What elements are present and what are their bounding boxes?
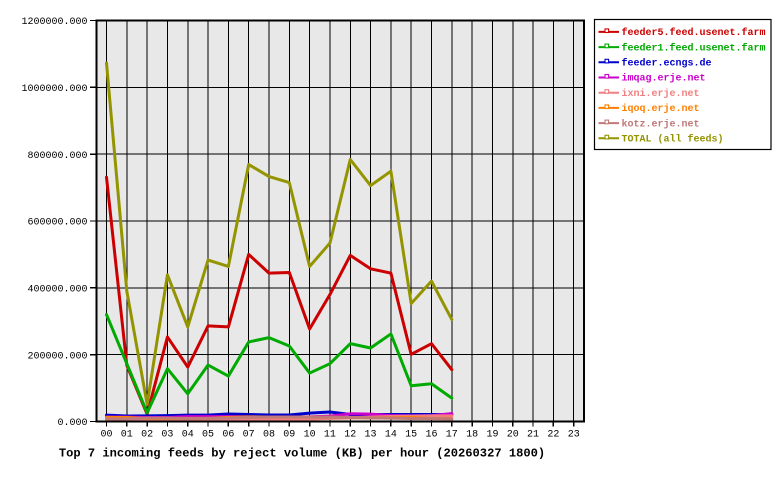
svg-text:01: 01 [121,429,133,440]
svg-text:16: 16 [426,429,438,440]
svg-text:iqoq.erje.net: iqoq.erje.net [622,103,700,115]
svg-text:04: 04 [182,429,194,440]
svg-text:17: 17 [446,429,458,440]
svg-text:07: 07 [243,429,255,440]
svg-text:00: 00 [100,429,112,440]
svg-text:0.000: 0.000 [57,418,87,429]
svg-text:22: 22 [547,429,559,440]
svg-text:08: 08 [263,429,275,440]
svg-text:Top 7 incoming feeds by reject: Top 7 incoming feeds by reject volume (K… [59,446,545,460]
svg-text:feeder1.feed.usenet.farm: feeder1.feed.usenet.farm [622,42,766,54]
svg-text:11: 11 [324,429,336,440]
svg-text:TOTAL (all feeds): TOTAL (all feeds) [622,134,724,146]
svg-text:1200000.000: 1200000.000 [21,17,87,28]
svg-text:feeder5.feed.usenet.farm: feeder5.feed.usenet.farm [622,27,766,39]
svg-text:1000000.000: 1000000.000 [21,84,87,95]
svg-text:03: 03 [161,429,173,440]
svg-text:800000.000: 800000.000 [27,151,87,162]
svg-text:12: 12 [344,429,356,440]
svg-text:14: 14 [385,429,397,440]
svg-text:kotz.erje.net: kotz.erje.net [622,118,700,130]
svg-text:20: 20 [507,429,519,440]
svg-text:23: 23 [568,429,580,440]
svg-text:02: 02 [141,429,153,440]
svg-text:18: 18 [466,429,478,440]
svg-text:feeder.ecngs.de: feeder.ecngs.de [622,58,712,70]
svg-text:15: 15 [405,429,417,440]
svg-text:19: 19 [486,429,498,440]
svg-text:13: 13 [365,429,377,440]
svg-text:10: 10 [304,429,316,440]
svg-text:05: 05 [202,429,214,440]
svg-text:21: 21 [527,429,539,440]
svg-text:06: 06 [222,429,234,440]
svg-text:400000.000: 400000.000 [27,284,87,295]
svg-text:ixni.erje.net: ixni.erje.net [622,88,700,100]
svg-text:200000.000: 200000.000 [27,351,87,362]
svg-text:imqag.erje.net: imqag.erje.net [622,73,706,85]
svg-text:600000.000: 600000.000 [27,218,87,229]
svg-text:09: 09 [283,429,295,440]
